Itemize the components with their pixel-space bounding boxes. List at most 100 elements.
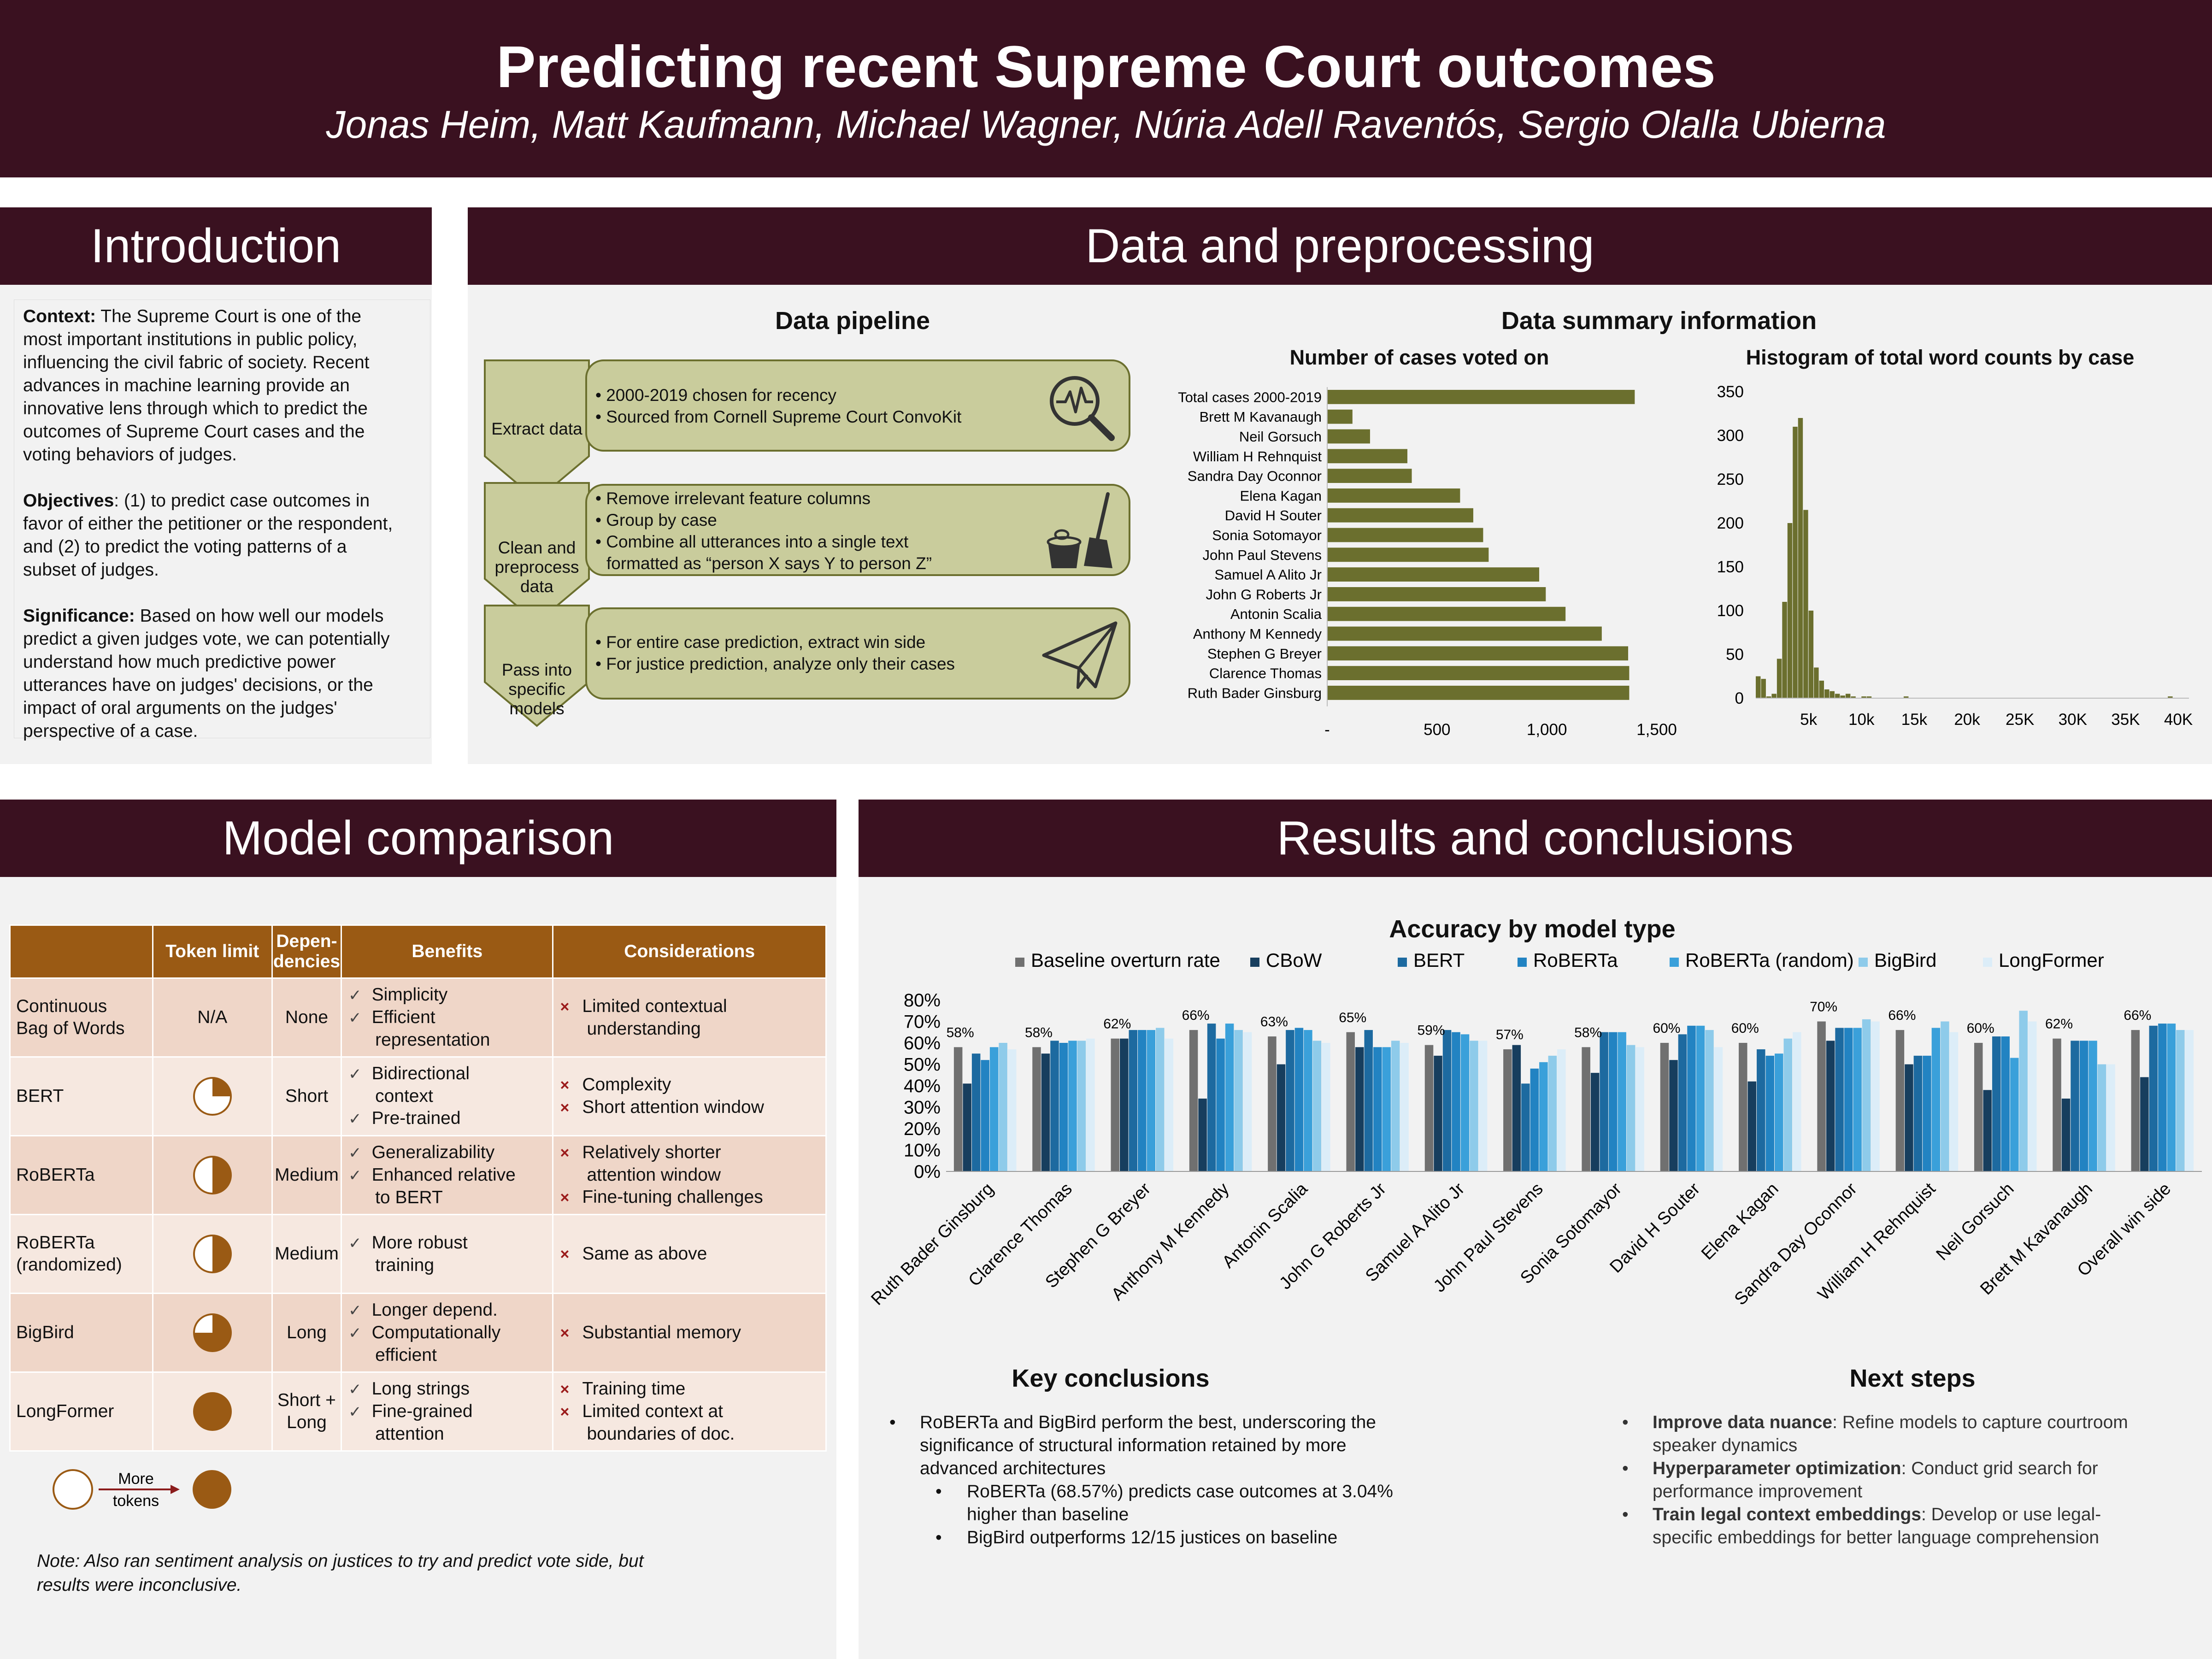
accuracy-bar xyxy=(1322,1043,1330,1171)
consideration-text: Short attention window xyxy=(560,1096,825,1119)
acc-y-tick: 0% xyxy=(914,1162,941,1182)
accuracy-bar xyxy=(1400,1043,1409,1171)
table-header-cell xyxy=(9,924,153,979)
baseline-data-label: 65% xyxy=(1339,1010,1366,1025)
baseline-data-label: 58% xyxy=(947,1025,974,1040)
significance-line: predict a given judges vote, we can pote… xyxy=(23,629,390,649)
model-name-cell: Continuous Bag of Words xyxy=(9,977,153,1058)
cases-bar xyxy=(1327,469,1412,483)
dependencies-cell: Medium xyxy=(271,1135,342,1215)
accuracy-bar xyxy=(1600,1032,1608,1171)
accuracy-bar xyxy=(1059,1043,1068,1171)
legend-swatch xyxy=(1859,958,1868,967)
accuracy-bar xyxy=(1757,1049,1765,1171)
hist-bar xyxy=(1824,689,1830,698)
objectives-line: and (2) to predict the voting patterns o… xyxy=(23,537,347,557)
baseline-data-label: 62% xyxy=(2045,1017,2073,1032)
baseline-data-label: 60% xyxy=(1653,1021,1680,1036)
conclusion-line: higher than baseline xyxy=(967,1505,1129,1524)
next-step-label: Hyperparameter optimization xyxy=(1653,1459,1901,1478)
consideration-text: Substantial memory xyxy=(560,1322,825,1344)
benefit-text: Pre-trained xyxy=(348,1107,552,1130)
context-line: voting behaviors of judges. xyxy=(23,445,237,465)
acc-y-tick: 30% xyxy=(904,1098,941,1118)
table-header-cell: Benefits xyxy=(341,924,554,979)
poster-title: Predicting recent Supreme Court outcomes xyxy=(496,34,1716,100)
accuracy-bar xyxy=(1530,1068,1539,1171)
hist-bar xyxy=(1861,696,1866,698)
pipeline-bullet-cont: formatted as “person X says Y to person … xyxy=(606,554,932,573)
accuracy-bar xyxy=(1687,1025,1696,1171)
token-limit-cell xyxy=(152,1371,273,1452)
accuracy-bar xyxy=(1312,1041,1322,1171)
accuracy-bar xyxy=(1503,1049,1512,1171)
cases-bar xyxy=(1327,429,1370,444)
accuracy-bar xyxy=(1207,1024,1216,1171)
next-step-label: Train legal context embeddings xyxy=(1653,1505,1921,1524)
cases-category-label: Stephen G Breyer xyxy=(1207,646,1322,662)
accuracy-bar xyxy=(1660,1043,1669,1171)
accuracy-bar xyxy=(1783,1038,1793,1171)
accuracy-bar xyxy=(1512,1045,1521,1171)
next-step-item: • Train legal context embeddings: Develo… xyxy=(1622,1505,2101,1547)
legend-label: RoBERTa xyxy=(1533,949,1618,971)
legend-more: More xyxy=(118,1470,153,1488)
cases-category-label: John Paul Stevens xyxy=(1202,547,1322,563)
cases-bar xyxy=(1327,449,1407,464)
benefit-text: training xyxy=(375,1255,435,1275)
conclusion-line: advanced architectures xyxy=(920,1459,1106,1478)
baseline-data-label: 70% xyxy=(1810,1000,1837,1015)
cases-category-label: Elena Kagan xyxy=(1240,488,1322,504)
consideration-text: Training time xyxy=(560,1378,825,1400)
accuracy-bar xyxy=(1590,1073,1600,1171)
accuracy-bar xyxy=(1775,1053,1783,1171)
accuracy-bar xyxy=(2167,1024,2176,1171)
next-step-item: • Hyperparameter optimization: Conduct g… xyxy=(1622,1459,2098,1501)
accuracy-bar xyxy=(1949,1032,1959,1171)
context-line: outcomes of Supreme Court cases and the xyxy=(23,422,365,441)
accuracy-bar xyxy=(1853,1028,1862,1171)
pipeline-step-1-label: Extract data xyxy=(484,419,590,439)
dependencies-cell: None xyxy=(271,977,342,1058)
pipeline-arrow-1 xyxy=(484,359,590,501)
accuracy-bar xyxy=(1068,1041,1077,1171)
accuracy-bar xyxy=(1608,1032,1618,1171)
next-steps-list: • Improve data nuance: Refine models to … xyxy=(1622,1411,2203,1549)
token-limit-cell xyxy=(152,1293,273,1373)
intro-context: Context: The Supreme Court is one of the… xyxy=(23,305,419,466)
cases-bar-chart: Total cases 2000-2019 Brett M Kavanaugh Ne… xyxy=(1178,387,1677,737)
arrow-head-icon xyxy=(171,1485,180,1494)
objectives-label: Objectives xyxy=(23,491,114,511)
baseline-data-label: 59% xyxy=(1418,1023,1445,1038)
token-limit-cell xyxy=(152,1056,273,1136)
legend-label: RoBERTa (random) xyxy=(1685,949,1854,971)
consideration-text: Limited context at xyxy=(560,1400,825,1423)
hist-y-tick: 100 xyxy=(1717,602,1744,620)
accuracy-bar xyxy=(2061,1098,2071,1171)
accuracy-bar xyxy=(1007,1049,1017,1171)
accuracy-bar xyxy=(1138,1030,1147,1171)
consideration-text: attention window xyxy=(587,1165,721,1185)
accuracy-bar xyxy=(2053,1038,2061,1171)
table-header-row: Token limit Depen-dencies Benefits Consider… xyxy=(9,924,827,979)
pipeline-bullet: For entire case prediction, extract win … xyxy=(595,631,955,653)
benefit-text: Long strings xyxy=(348,1378,552,1400)
consideration-text: understanding xyxy=(587,1018,701,1039)
accuracy-bar xyxy=(1434,1055,1442,1171)
baseline-data-label: 62% xyxy=(1103,1017,1131,1032)
accuracy-bar xyxy=(1817,1021,1826,1171)
accuracy-bar xyxy=(2001,1036,2010,1171)
accuracy-bar xyxy=(1442,1030,1452,1171)
conclusion-line: significance of structural information r… xyxy=(920,1435,1347,1455)
sentiment-note: Note: Also ran sentiment analysis on jus… xyxy=(37,1549,644,1597)
cases-category-label: Antonin Scalia xyxy=(1230,606,1322,622)
model-name-cell: BigBird xyxy=(9,1293,153,1373)
accuracy-bar xyxy=(1086,1038,1095,1171)
next-step-text: performance improvement xyxy=(1653,1482,1863,1501)
acc-y-tick: 70% xyxy=(904,1012,941,1032)
hist-y-tick: 250 xyxy=(1717,471,1744,488)
significance-label: Significance: xyxy=(23,606,135,626)
baseline-data-label: 60% xyxy=(1731,1021,1759,1036)
tokens-legend: More tokens xyxy=(53,1469,231,1510)
